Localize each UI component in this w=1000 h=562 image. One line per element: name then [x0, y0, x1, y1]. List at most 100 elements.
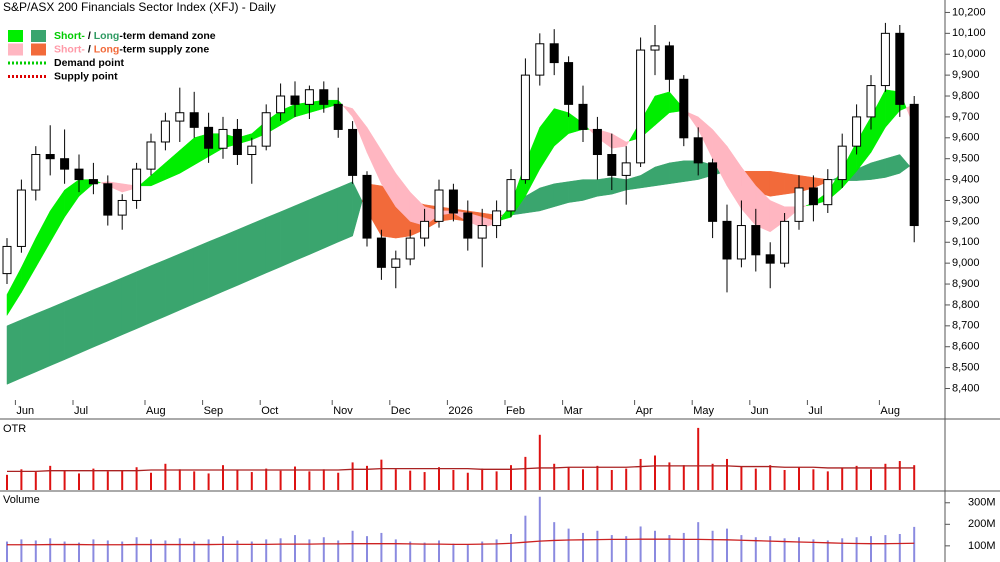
zone-segment — [294, 199, 310, 262]
zone-segment — [611, 133, 627, 149]
candle-body — [765, 254, 775, 264]
candle-body — [679, 78, 689, 139]
candle-body — [333, 103, 343, 130]
zone-segment — [121, 271, 137, 336]
candle-body — [434, 189, 444, 222]
zone-segment — [352, 181, 363, 237]
legend-text: / — [85, 30, 94, 42]
candle-body — [866, 85, 876, 118]
x-tick-label: Jun — [16, 405, 34, 417]
y-tick-label: 9,900 — [952, 69, 980, 81]
y-tick-label: 9,400 — [952, 173, 980, 185]
zone-segment — [726, 145, 742, 210]
legend-label: Short- / Long-term demand zone — [54, 30, 216, 42]
candle-body — [780, 220, 790, 264]
zone-segment — [150, 259, 166, 323]
candle-body — [506, 179, 516, 212]
zone-segment — [625, 140, 630, 148]
legend-text: / — [85, 43, 94, 55]
candle-body — [103, 183, 113, 216]
x-tick-label: Jun — [751, 405, 769, 417]
candle-body — [232, 128, 242, 156]
zone-segment — [885, 154, 901, 178]
zone-segment — [553, 181, 569, 208]
y-tick-label: 8,700 — [952, 320, 980, 332]
candle-body — [74, 168, 84, 181]
x-tick-label: Nov — [333, 405, 353, 417]
legend-text: Long — [94, 30, 120, 42]
zone-segment — [93, 283, 109, 348]
candle-body — [405, 237, 415, 260]
candle-body — [578, 103, 588, 130]
zone-segment — [179, 247, 195, 311]
y-tick-label: 8,400 — [952, 382, 980, 394]
candle-body — [391, 258, 401, 268]
x-tick-label: Aug — [880, 405, 900, 417]
candle-body — [607, 154, 617, 176]
legend-text: Short- — [54, 30, 85, 42]
candle-body — [420, 220, 430, 239]
y-tick-label: 8,600 — [952, 341, 980, 353]
zone-segment — [683, 160, 699, 182]
zone-segment — [568, 179, 584, 203]
candle-body — [160, 120, 170, 143]
candle-body — [852, 116, 862, 147]
legend-text: -term demand zone — [119, 30, 215, 42]
x-tick-label: Feb — [506, 405, 525, 417]
zone-segment — [669, 160, 685, 185]
legend-swatch — [8, 43, 23, 56]
zone-segment — [237, 223, 253, 286]
zone-segment — [280, 205, 296, 268]
candle-body — [794, 187, 804, 222]
candle-body — [549, 43, 559, 64]
y-tick-label: 9,500 — [952, 153, 980, 165]
zone-segment — [539, 183, 555, 212]
zone-segment — [539, 107, 555, 171]
candles — [2, 22, 919, 293]
y-tick-label: 9,600 — [952, 132, 980, 144]
candle-body — [16, 189, 26, 247]
candle-body — [189, 112, 199, 128]
legend-swatch — [31, 30, 46, 42]
zone-segment — [179, 137, 195, 174]
candle-body — [621, 162, 631, 176]
candle-body — [837, 145, 847, 181]
candle-body — [535, 43, 545, 76]
lower-panels — [6, 427, 916, 562]
candle-body — [290, 95, 300, 105]
candle-body — [132, 168, 142, 201]
y-tick-label: 8,800 — [952, 299, 980, 311]
candle-body — [708, 162, 718, 222]
zone-segment — [265, 211, 281, 274]
candle-body — [348, 128, 358, 176]
zone-segment — [6, 319, 22, 385]
zone-segment — [78, 289, 94, 354]
candle-body — [247, 145, 257, 156]
y-tick-label: 10,000 — [952, 48, 986, 60]
y-tick-label: 9,300 — [952, 194, 980, 206]
zone-segment — [35, 307, 51, 373]
candle-body — [45, 154, 55, 160]
y-tick-label: 9,800 — [952, 90, 980, 102]
zone-segment — [625, 175, 641, 191]
legend-swatch — [8, 30, 23, 42]
legend-text: Short- — [54, 43, 85, 55]
zone-segment — [49, 301, 65, 367]
zone-segment — [323, 187, 339, 249]
legend-text: Long — [94, 43, 120, 55]
candle-body — [492, 210, 502, 227]
zone-segment — [769, 170, 785, 197]
candle-body — [880, 32, 890, 87]
candle-body — [895, 32, 905, 105]
candle-body — [520, 74, 530, 181]
candle-body — [477, 225, 487, 239]
candle-body — [448, 189, 458, 214]
candle-body — [276, 95, 286, 114]
zone-segment — [208, 235, 224, 299]
candle-body — [146, 141, 156, 170]
candle-body — [909, 103, 919, 227]
candle-body — [261, 112, 271, 147]
zone-segment — [49, 189, 65, 244]
